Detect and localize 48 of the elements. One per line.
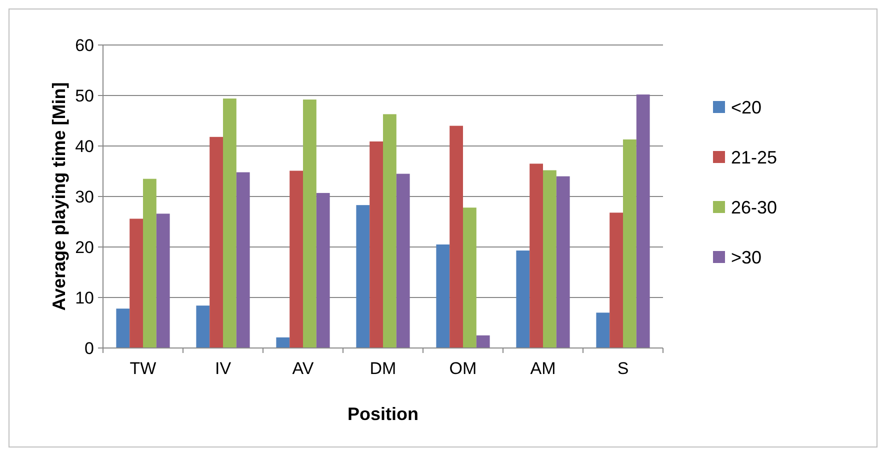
legend-label: >30 <box>731 247 762 268</box>
x-tick-label: S <box>617 359 629 378</box>
y-tick-label: 0 <box>84 338 94 358</box>
bar <box>210 136 223 348</box>
bar <box>623 139 636 348</box>
bar <box>290 170 303 348</box>
bar <box>316 192 330 348</box>
y-tick-label: 60 <box>75 36 94 55</box>
bar <box>610 212 623 348</box>
bar <box>116 308 130 348</box>
x-tick-label: AM <box>530 359 556 378</box>
y-tick-label: 10 <box>75 288 94 308</box>
bar <box>396 174 410 348</box>
bar <box>450 126 463 348</box>
y-axis-title: Average playing time [Min] <box>49 82 69 311</box>
bar <box>556 176 570 348</box>
bar <box>130 218 143 348</box>
bar <box>370 141 383 348</box>
x-tick-label: DM <box>370 359 396 378</box>
bar <box>156 214 170 348</box>
x-tick-label: TW <box>130 359 156 378</box>
bar <box>223 98 236 348</box>
bar <box>383 114 396 348</box>
x-tick-label: IV <box>214 359 232 378</box>
legend-label: 21-25 <box>731 147 778 168</box>
y-tick-label: 30 <box>75 187 94 206</box>
bar <box>530 164 543 348</box>
bar <box>356 205 370 348</box>
bar <box>543 170 556 348</box>
x-axis-title: Position <box>348 404 418 424</box>
legend-label: <20 <box>731 97 762 118</box>
bar <box>276 337 290 348</box>
bar <box>303 100 316 348</box>
bar <box>476 335 490 348</box>
bar <box>143 178 156 348</box>
bar <box>436 244 450 348</box>
x-tick-label: OM <box>449 359 477 378</box>
y-tick-label: 20 <box>75 238 94 257</box>
legend-label: 26-30 <box>731 197 778 218</box>
y-tick-label: 50 <box>75 86 94 106</box>
bar <box>463 208 476 348</box>
bar <box>196 306 210 348</box>
bar <box>516 250 530 348</box>
bar <box>636 94 650 348</box>
y-tick-label: 40 <box>75 136 94 156</box>
bar <box>596 312 610 348</box>
x-tick-label: AV <box>292 359 314 378</box>
bar <box>236 172 250 348</box>
